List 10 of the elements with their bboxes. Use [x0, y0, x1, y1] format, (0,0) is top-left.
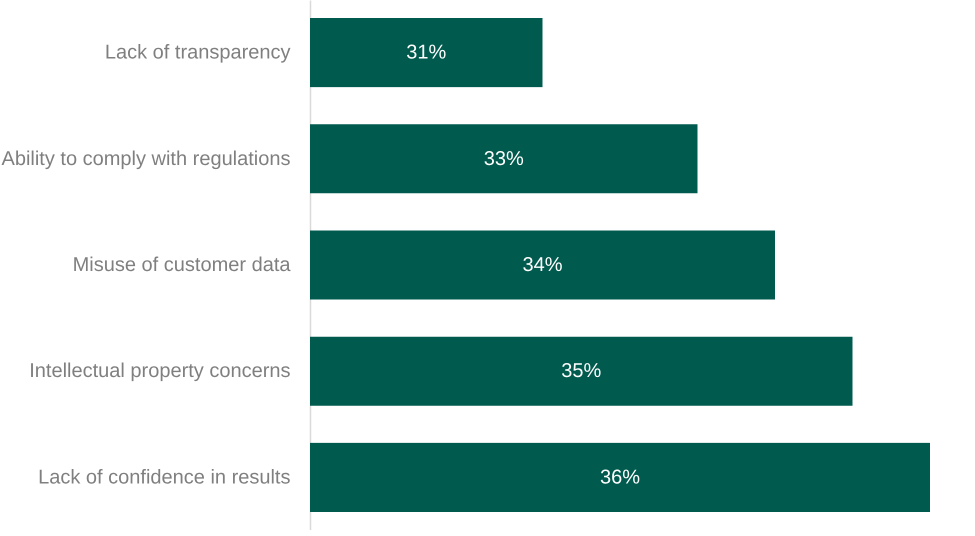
y-tick-label: Intellectual property concerns [29, 360, 290, 382]
y-tick-label: Lack of confidence in results [38, 466, 290, 488]
data-label: 36% [600, 466, 640, 488]
data-label: 34% [522, 254, 563, 276]
data-label: 33% [484, 148, 524, 170]
y-tick-label: Ability to comply with regulations [1, 148, 290, 170]
data-label: 31% [406, 42, 446, 64]
y-tick-label: Lack of transparency [104, 42, 290, 64]
data-label: 35% [561, 360, 602, 382]
y-tick-label: Misuse of customer data [72, 254, 292, 276]
